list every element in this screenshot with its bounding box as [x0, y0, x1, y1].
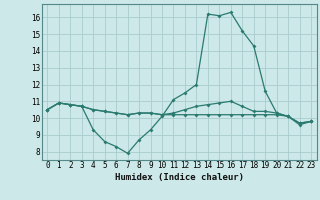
- X-axis label: Humidex (Indice chaleur): Humidex (Indice chaleur): [115, 173, 244, 182]
